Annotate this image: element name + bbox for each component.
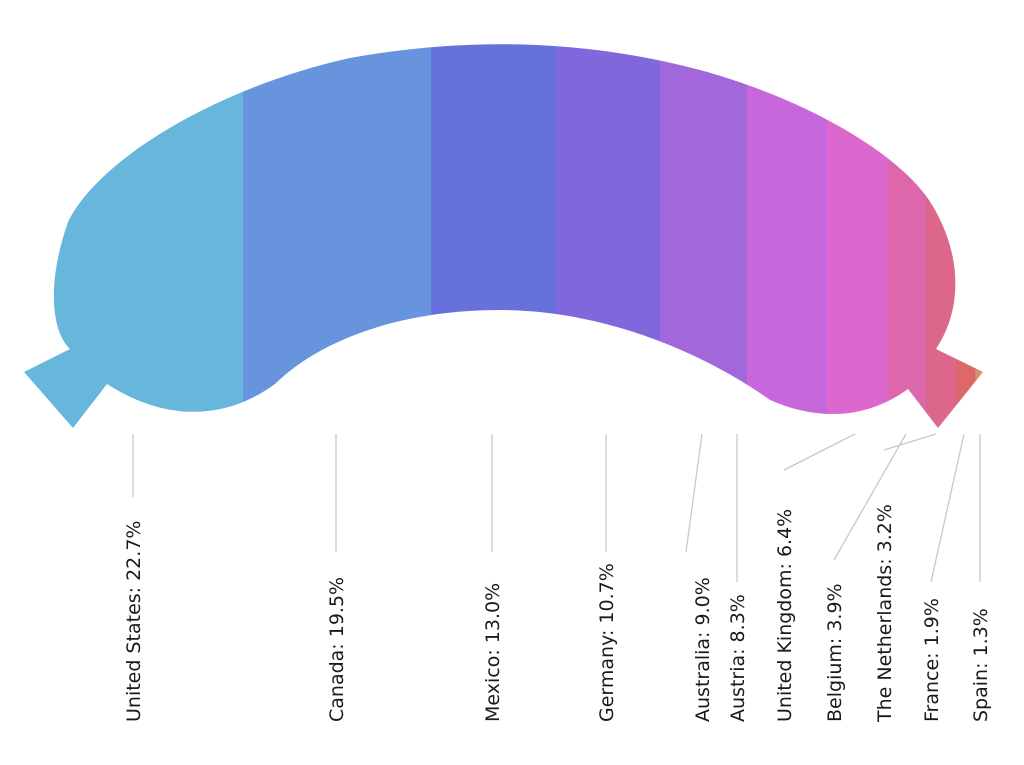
slice-label: Mexico: 13.0% — [482, 583, 504, 722]
leader-line — [783, 433, 856, 471]
slice-label: France: 1.9% — [921, 598, 943, 722]
leader-line — [685, 433, 703, 553]
slice-label: Germany: 10.7% — [596, 563, 618, 722]
slice-label: Austria: 8.3% — [727, 594, 749, 722]
slice-label: Australia: 9.0% — [692, 577, 714, 722]
slice-label: Belgium: 3.9% — [824, 583, 846, 722]
leader-lines-group — [132, 433, 981, 583]
slice-labels-group: United States: 22.7% Canada: 19.5% Mexico:… — [123, 504, 992, 723]
slice-label: United Kingdom: 6.4% — [774, 509, 796, 722]
leader-line — [833, 433, 907, 561]
slice-label: Canada: 19.5% — [326, 577, 348, 722]
slice-label: The Netherlands: 3.2% — [874, 504, 896, 723]
leader-line — [883, 433, 937, 451]
slice-label: Spain: 1.3% — [970, 608, 992, 722]
leader-line — [930, 433, 965, 583]
slice-label: United States: 22.7% — [123, 521, 145, 722]
